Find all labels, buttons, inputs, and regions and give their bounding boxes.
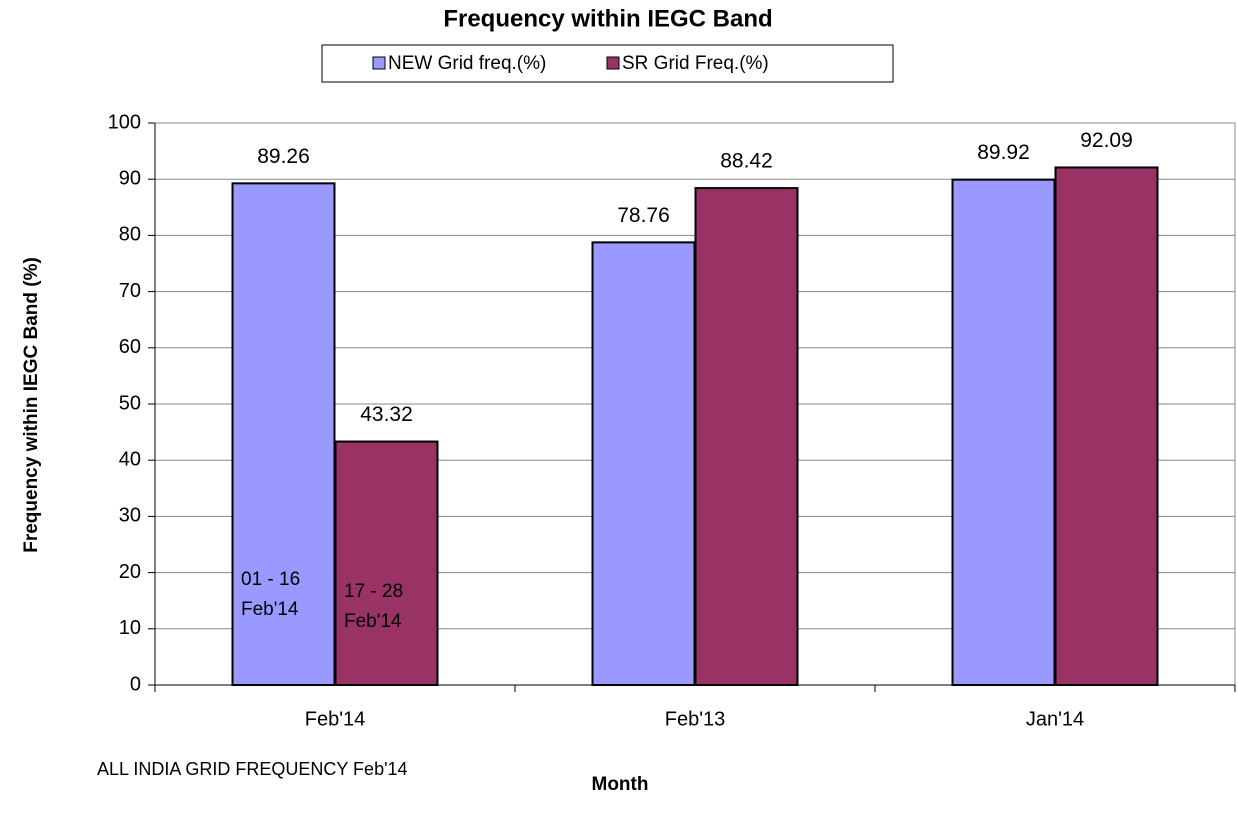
x-tick-label: Jan'14 <box>1026 708 1084 730</box>
bar <box>951 178 1056 686</box>
legend-label: SR Grid Freq.(%) <box>622 53 769 74</box>
value-label: 43.32 <box>360 403 413 426</box>
y-tick-label: 30 <box>119 505 141 527</box>
y-tick-label: 20 <box>119 561 141 583</box>
y-tick-label: 100 <box>108 111 141 133</box>
x-tick-label: Feb'13 <box>665 708 726 730</box>
y-axis-title: Frequency within IEGC Band (%) <box>21 257 42 553</box>
value-label: 92.09 <box>1080 129 1133 152</box>
bar <box>591 241 696 686</box>
y-tick-label: 40 <box>119 448 141 470</box>
y-tick-label: 10 <box>119 617 141 639</box>
bar <box>231 182 336 686</box>
y-tick-label: 50 <box>119 392 141 414</box>
y-tick-label: 0 <box>130 673 141 695</box>
x-tick-label: Feb'14 <box>305 708 366 730</box>
y-tick-label: 90 <box>119 167 141 189</box>
annotation: Feb'14 <box>344 611 402 632</box>
annotation: 17 - 28 <box>344 581 403 602</box>
bar <box>1054 166 1159 686</box>
y-tick-label: 60 <box>119 336 141 358</box>
x-axis-title: Month <box>592 774 649 795</box>
legend-swatch <box>606 56 620 70</box>
chart-title: Frequency within IEGC Band <box>443 5 772 32</box>
value-label: 89.92 <box>977 141 1030 164</box>
value-label: 89.26 <box>257 145 310 168</box>
y-tick-label: 80 <box>119 224 141 246</box>
bar <box>334 440 439 686</box>
value-label: 88.42 <box>720 150 773 173</box>
value-label: 78.76 <box>617 204 670 227</box>
annotation: Feb'14 <box>241 599 299 620</box>
legend-swatch <box>372 56 386 70</box>
y-tick-label: 70 <box>119 280 141 302</box>
legend-label: NEW Grid freq.(%) <box>388 53 546 74</box>
bar <box>694 187 799 687</box>
annotation: 01 - 16 <box>241 569 300 590</box>
footnote: ALL INDIA GRID FREQUENCY Feb'14 <box>97 759 408 779</box>
